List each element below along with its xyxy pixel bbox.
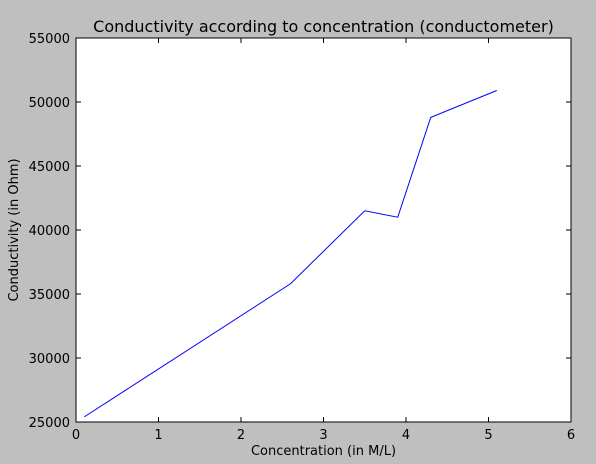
x-tick-label: 1 [154, 428, 162, 443]
x-tick-label: 2 [237, 428, 245, 443]
x-tick-label: 0 [72, 428, 80, 443]
x-axis-label: Concentration (in M/L) [251, 444, 396, 459]
y-axis-label: Conductivity (in Ohm) [7, 158, 22, 301]
x-tick-label: 5 [484, 428, 492, 443]
y-tick-label: 55000 [29, 32, 70, 47]
y-tick-label: 30000 [29, 352, 70, 367]
series-line [83, 90, 497, 418]
y-tick-label: 35000 [29, 288, 70, 303]
plot-frame [75, 37, 572, 423]
ticks-layer: 0 1 2 3 4 5 6 25000 30000 35000 40000 45000 50000 550… [29, 32, 576, 443]
x-tick-label: 6 [567, 428, 575, 443]
y-tick-label: 25000 [29, 416, 70, 431]
chart-title: Conductivity according to concentration … [93, 17, 554, 36]
y-tick-label: 50000 [29, 96, 70, 111]
x-tick-label: 3 [319, 428, 327, 443]
plot-area [76, 38, 571, 422]
y-tick-label: 40000 [29, 224, 70, 239]
x-tick-label: 4 [402, 428, 410, 443]
series-layer [83, 90, 497, 418]
y-tick-label: 45000 [29, 160, 70, 175]
